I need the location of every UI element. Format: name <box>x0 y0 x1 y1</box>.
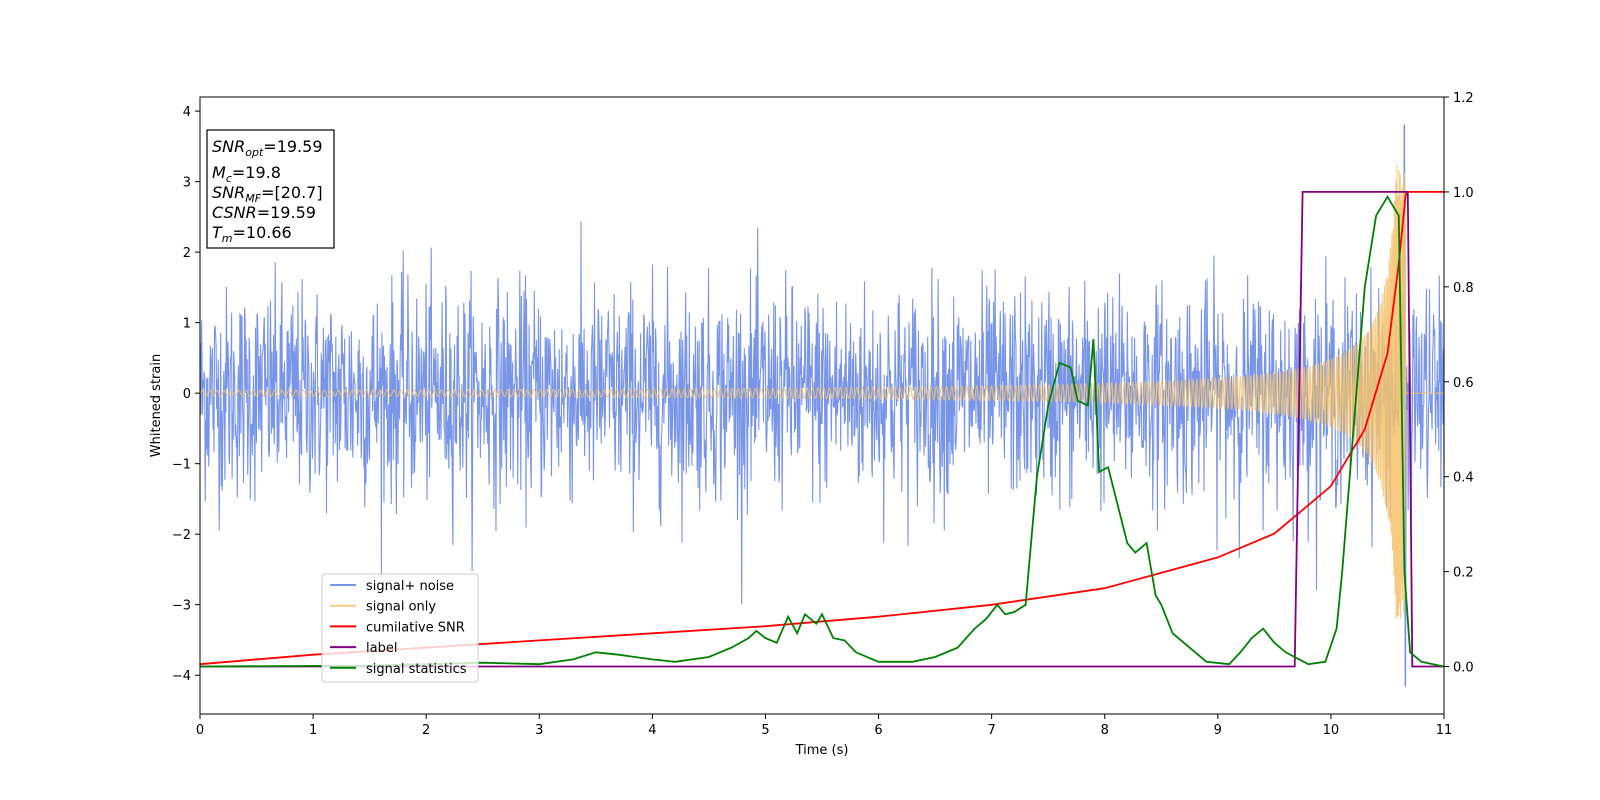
info-box: SNRopt=19.59 Mc=19.8SNRMF=[20.7]CSNR=19.5… <box>206 129 335 249</box>
y-axis-left: −4 −3 −2 −1 0 1 2 3 4 <box>172 105 200 684</box>
y-tick-label: −3 <box>172 599 191 614</box>
info-line: SNRMF=[20.7] <box>212 183 323 205</box>
y2-tick-label: 0.2 <box>1453 566 1474 581</box>
series-signal-statistics <box>200 194 1444 668</box>
legend: signal+ noise signal only cumilative SNR la… <box>321 573 479 683</box>
legend-entry: signal only <box>366 600 436 615</box>
y2-tick-label: 0.8 <box>1453 281 1474 296</box>
y-tick-label: 2 <box>183 246 191 261</box>
legend-entry: signal statistics <box>366 662 467 677</box>
y-tick-label: −2 <box>172 528 191 543</box>
x-axis-label: Time (s) <box>795 743 849 758</box>
x-axis: 0 1 2 3 4 5 6 7 8 9 10 11 <box>196 714 1452 738</box>
y-tick-label: 1 <box>183 317 191 332</box>
y2-tick-label: 0.0 <box>1453 661 1474 676</box>
x-tick-label: 2 <box>422 723 430 738</box>
x-tick-label: 9 <box>1214 723 1222 738</box>
legend-entry: signal+ noise <box>366 579 454 594</box>
x-tick-label: 6 <box>874 723 882 738</box>
y-axis-label: Whitened strain <box>149 354 164 457</box>
y-tick-label: 3 <box>183 176 191 191</box>
x-tick-label: 4 <box>648 723 656 738</box>
info-line: Tm=10.66 <box>212 223 292 245</box>
y2-tick-label: 0.4 <box>1453 471 1474 486</box>
legend-entry: cumilative SNR <box>366 620 465 635</box>
y2-tick-label: 1.0 <box>1453 186 1474 201</box>
x-tick-label: 5 <box>761 723 769 738</box>
series-signal-noise <box>200 124 1444 687</box>
info-box-frame <box>206 129 335 249</box>
y-tick-label: 0 <box>183 387 191 402</box>
series-label <box>200 191 1444 668</box>
y2-tick-label: 0.6 <box>1453 376 1474 391</box>
y2-tick-label: 1.2 <box>1453 91 1474 106</box>
y-axis-right: 0.0 0.2 0.4 0.6 0.8 1.0 1.2 <box>1444 91 1474 676</box>
x-tick-label: 11 <box>1436 723 1453 738</box>
legend-entry: label <box>366 641 397 656</box>
info-line: Mc=19.8 <box>212 163 281 185</box>
x-tick-label: 0 <box>196 723 204 738</box>
axes-frame <box>199 96 1445 715</box>
legend-frame <box>321 573 479 683</box>
info-line: CSNR=19.59 <box>212 203 316 222</box>
x-tick-label: 8 <box>1101 723 1109 738</box>
x-tick-label: 10 <box>1323 723 1340 738</box>
info-line: SNRopt=19.59 <box>212 137 323 159</box>
x-tick-label: 7 <box>987 723 995 738</box>
y-tick-label: 4 <box>183 105 191 120</box>
x-tick-label: 3 <box>535 723 543 738</box>
y-tick-label: −1 <box>172 458 191 473</box>
x-tick-label: 1 <box>309 723 317 738</box>
y-tick-label: −4 <box>172 669 191 684</box>
series-signal-only <box>200 164 1444 620</box>
plot-lines <box>200 124 1444 687</box>
